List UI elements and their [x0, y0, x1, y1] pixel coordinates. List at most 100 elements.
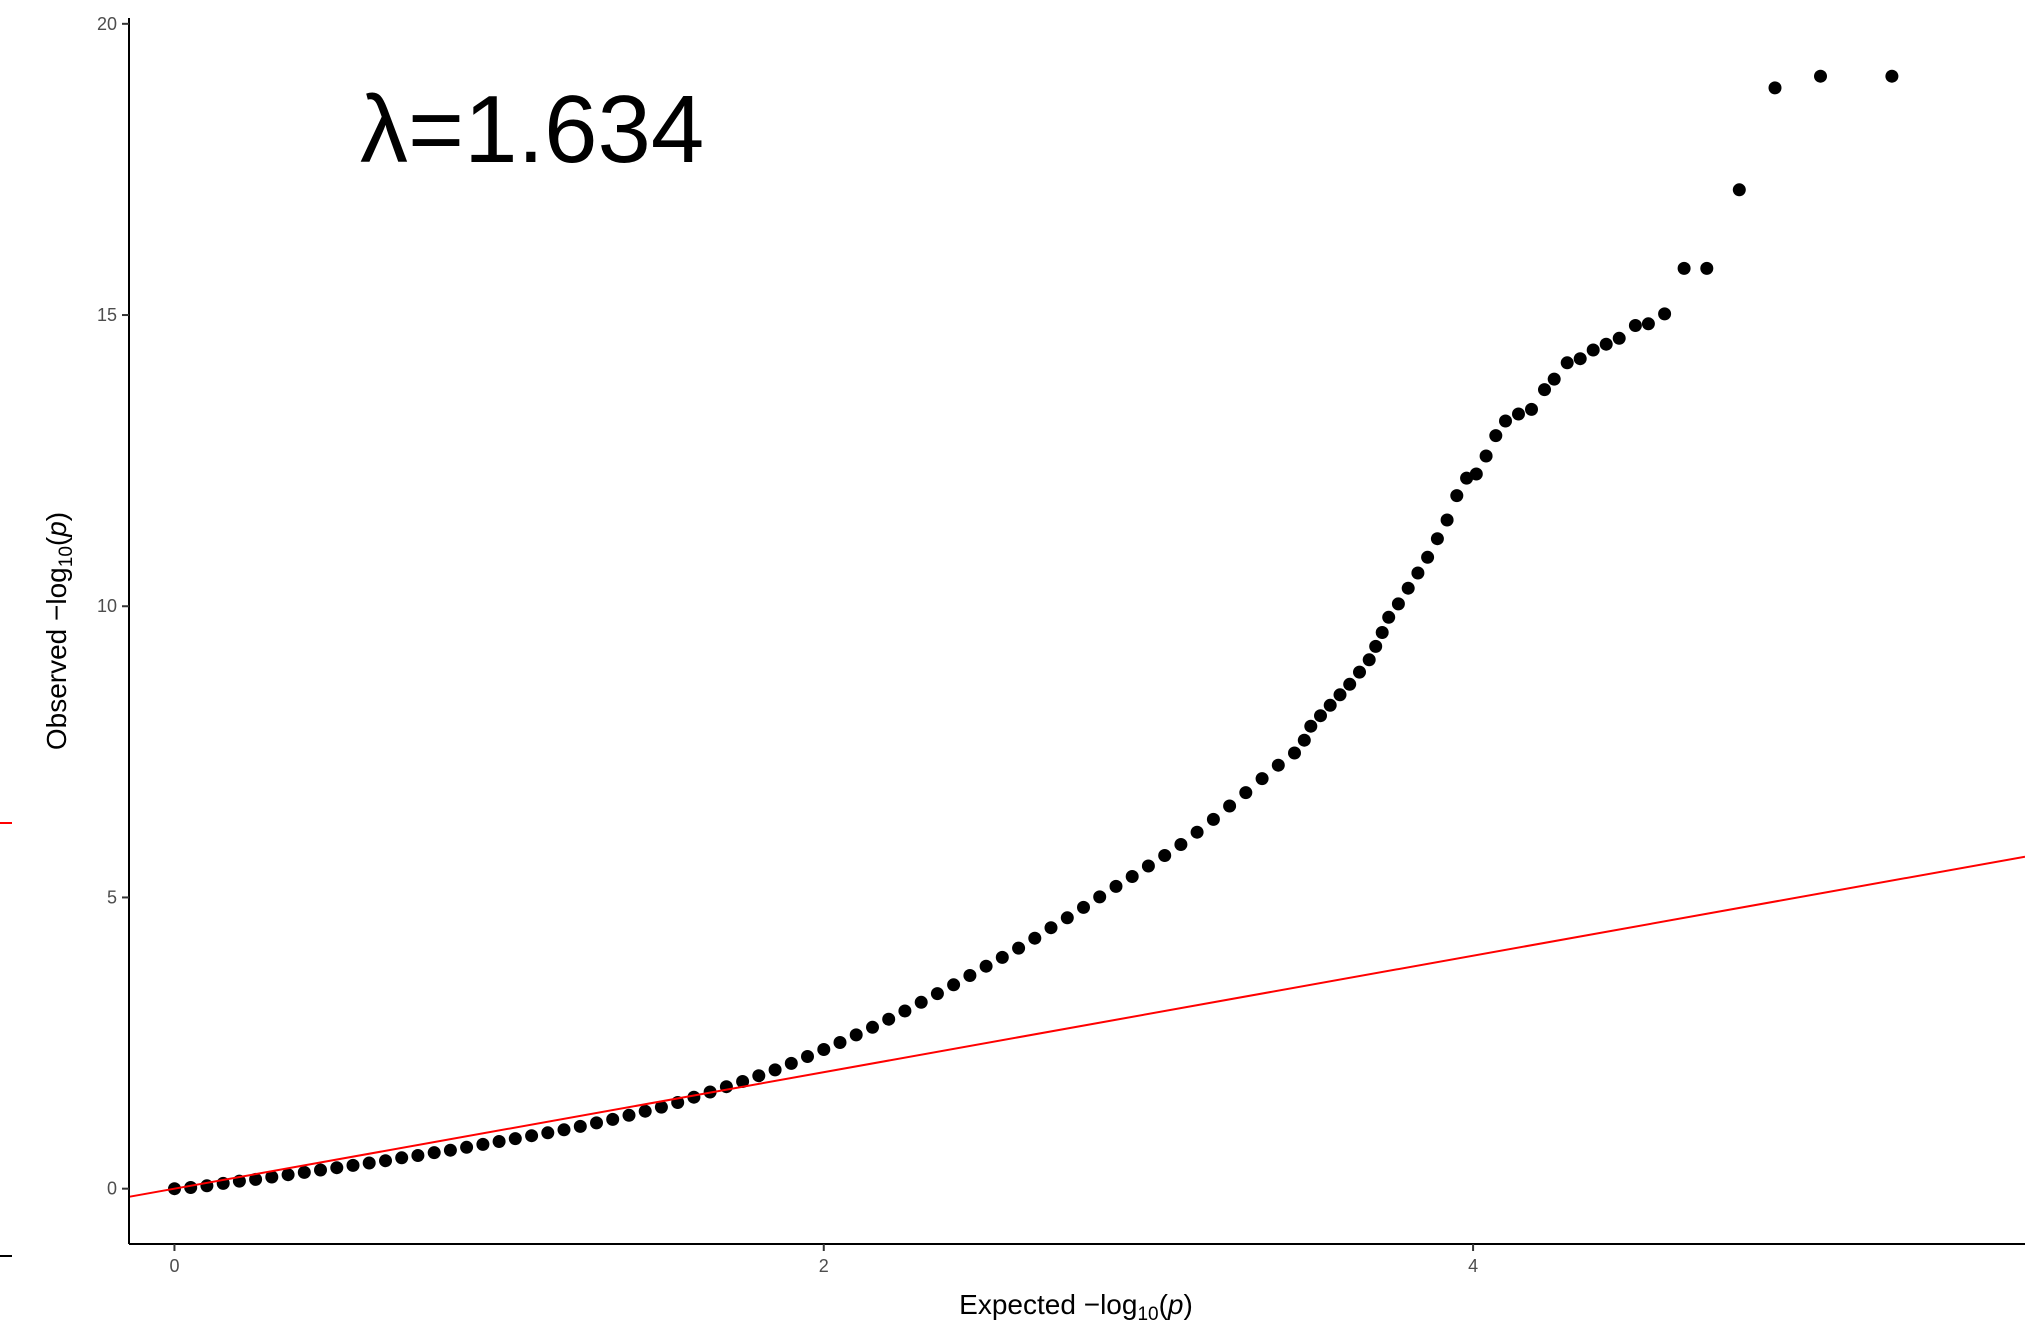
- qq-point: [947, 978, 961, 992]
- qq-point: [476, 1137, 490, 1151]
- qq-point: [314, 1163, 327, 1177]
- qq-point: [1460, 471, 1474, 485]
- qq-point: [1323, 698, 1337, 712]
- qq-point: [1512, 407, 1525, 421]
- y-tick-label: 5: [107, 887, 117, 907]
- qq-point: [1382, 610, 1396, 624]
- qq-point: [752, 1069, 766, 1083]
- qq-point: [346, 1158, 360, 1172]
- qq-point: [1012, 941, 1026, 955]
- qq-point: [1469, 467, 1483, 481]
- qq-point: [882, 1012, 896, 1026]
- qq-point: [573, 1119, 587, 1133]
- qq-point: [1499, 414, 1512, 428]
- qq-point: [1223, 799, 1237, 813]
- y-tick-label: 20: [97, 14, 117, 34]
- qq-point: [395, 1151, 409, 1165]
- qq-point: [1732, 183, 1746, 197]
- plot-area: [128, 69, 2025, 1198]
- qq-point: [1628, 319, 1642, 332]
- y-tick-label: 0: [107, 1179, 117, 1199]
- qq-point: [1599, 337, 1613, 351]
- qq-point: [898, 1004, 912, 1018]
- qq-point: [606, 1112, 620, 1126]
- qq-point: [508, 1132, 522, 1146]
- qq-point: [1174, 838, 1188, 851]
- qq-point: [638, 1104, 652, 1118]
- x-axis-label: Expected −log10(p): [959, 1289, 1193, 1324]
- qq-point: [1141, 859, 1155, 873]
- qq-point: [768, 1063, 782, 1077]
- qq-point: [1641, 317, 1655, 331]
- qq-point: [1288, 746, 1301, 760]
- qq-point: [930, 987, 944, 1001]
- qq-point: [1060, 911, 1074, 925]
- qq-point: [1560, 356, 1574, 370]
- x-axis-ticks: 0 2 4: [169, 1244, 1478, 1276]
- qq-point: [525, 1129, 539, 1143]
- qq-point: [817, 1043, 831, 1056]
- qq-point: [1206, 812, 1220, 826]
- qq-point: [1239, 786, 1253, 800]
- qq-point: [1658, 307, 1672, 321]
- qq-point: [1353, 665, 1366, 679]
- x-tick-label: 4: [1468, 1256, 1478, 1276]
- qq-point: [654, 1100, 668, 1114]
- qq-point: [460, 1140, 474, 1154]
- qq-point: [281, 1168, 295, 1182]
- qq-point: [411, 1149, 425, 1162]
- qq-point: [1297, 733, 1311, 747]
- qq-point: [1586, 343, 1600, 357]
- qq-point: [866, 1020, 879, 1034]
- qq-point: [1044, 921, 1058, 935]
- qq-point: [1375, 626, 1389, 639]
- qq-point: [249, 1172, 263, 1186]
- qq-point: [557, 1123, 571, 1137]
- qq-point: [1093, 890, 1107, 904]
- qq-point: [379, 1154, 392, 1168]
- qq-point: [1525, 402, 1538, 416]
- qq-point: [362, 1156, 376, 1170]
- qq-point: [1028, 931, 1042, 945]
- qq-point: [1304, 719, 1318, 733]
- qq-point: [963, 969, 977, 982]
- qq-point: [297, 1165, 311, 1179]
- y-tick-label: 15: [97, 305, 117, 325]
- qq-point: [1440, 513, 1454, 527]
- qq-point: [979, 959, 993, 973]
- qq-point: [1333, 688, 1347, 702]
- qq-point: [265, 1170, 279, 1184]
- qq-point: [1343, 677, 1357, 691]
- y-axis-label: Observed −log10(p): [41, 512, 77, 750]
- qq-point: [427, 1146, 441, 1160]
- qq-point: [1430, 532, 1444, 546]
- qq-point: [1255, 772, 1269, 786]
- qq-point: [784, 1056, 798, 1070]
- qq-point: [1158, 849, 1172, 862]
- qq-point: [914, 995, 928, 1009]
- qq-point: [1411, 566, 1425, 580]
- qq-point: [1391, 597, 1405, 611]
- qq-point: [1314, 709, 1327, 723]
- qq-point: [1573, 352, 1587, 366]
- qq-point: [1612, 331, 1626, 345]
- qq-point: [1547, 372, 1561, 386]
- qq-point: [1479, 449, 1493, 463]
- qq-point: [1109, 879, 1123, 893]
- x-tick-label: 0: [169, 1256, 179, 1276]
- qq-point: [1489, 429, 1503, 443]
- qq-point: [1700, 261, 1714, 275]
- x-tick-label: 2: [819, 1256, 829, 1276]
- qq-point: [541, 1126, 555, 1140]
- qq-point: [1768, 81, 1782, 95]
- qq-point: [1125, 870, 1139, 883]
- qq-point: [1814, 69, 1827, 83]
- y-tick-label: 10: [97, 596, 117, 616]
- qq-point: [736, 1075, 750, 1088]
- lambda-annotation: λ=1.634: [360, 76, 704, 183]
- qq-point: [1369, 639, 1383, 653]
- qq-point: [590, 1116, 603, 1130]
- reference-line: [128, 855, 2025, 1198]
- qq-point: [1271, 758, 1285, 772]
